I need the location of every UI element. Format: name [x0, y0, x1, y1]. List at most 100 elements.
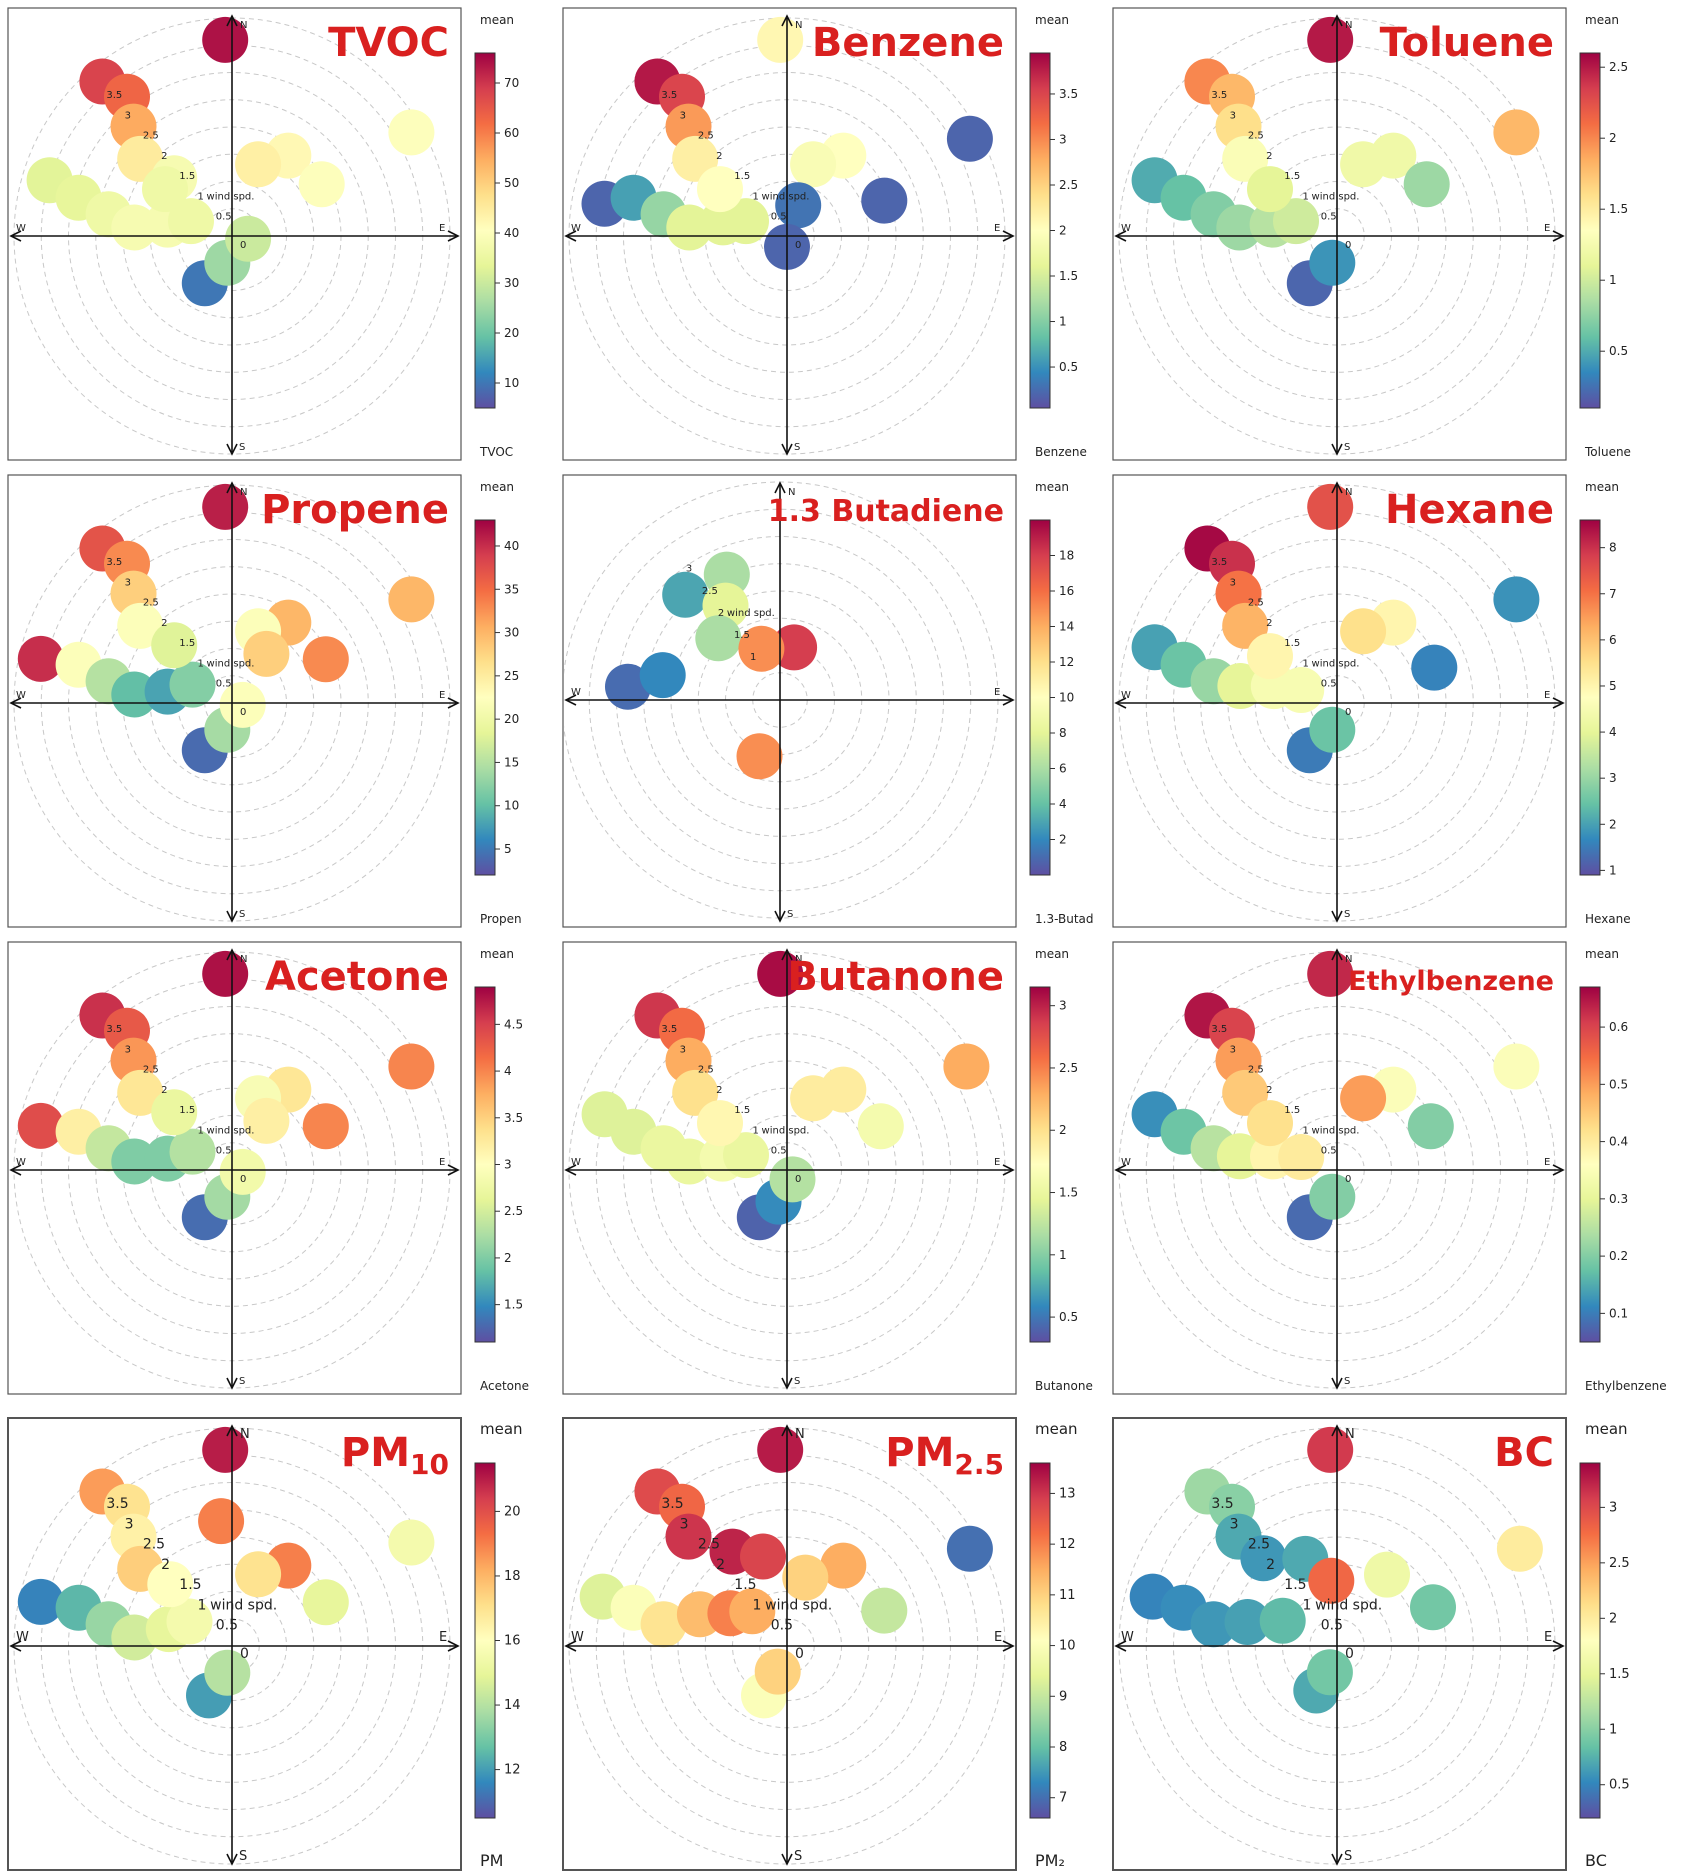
radial-tick-label: 0.5	[216, 212, 232, 223]
colorbar-tick-label: 8	[1609, 541, 1617, 555]
concentration-cell	[1247, 633, 1293, 680]
chart-title: Hexane	[1385, 487, 1554, 533]
compass-east-label: E	[994, 687, 1000, 698]
colorbar-variable-label: Propen	[480, 912, 522, 926]
east-arrowhead	[1002, 694, 1015, 706]
south-arrowhead	[226, 443, 238, 456]
radial-tick-label: 3	[125, 110, 131, 121]
concentration-cell	[1224, 1599, 1271, 1645]
north-arrowhead	[1331, 14, 1343, 27]
colorbar-tick-label: 2.5	[504, 1204, 523, 1218]
radial-tick-label: 0.5	[771, 212, 787, 223]
colorbar-tick-label: 6	[1609, 633, 1617, 647]
west-arrowhead	[1114, 697, 1127, 709]
west-arrowhead	[1114, 230, 1127, 242]
colorbar-title: mean	[1585, 480, 1619, 494]
colorbar-tick-label: 18	[1059, 549, 1074, 563]
colorbar-tick-label: 60	[504, 126, 519, 140]
compass-north-label: N	[795, 20, 802, 31]
chart-title: Toluene	[1380, 20, 1554, 66]
radial-tick-label: 2	[161, 151, 167, 162]
colorbar	[474, 986, 496, 1343]
concentration-cell	[17, 635, 64, 682]
colorbar	[1579, 52, 1601, 409]
colorbar-tick-label: 0.5	[1059, 360, 1078, 374]
colorbar-tick-label: 1.5	[1059, 1186, 1078, 1200]
west-arrowhead	[564, 1164, 577, 1176]
north-arrowhead	[226, 1424, 238, 1437]
compass-west-label: W	[1121, 1157, 1131, 1168]
concentration-cell	[147, 1561, 194, 1608]
colorbar	[1579, 1462, 1601, 1819]
concentration-cell	[640, 1601, 687, 1648]
chart-title-subscript: 10	[410, 1448, 449, 1481]
colorbar-title: mean	[1035, 947, 1069, 961]
colorbar-tick-label: 8	[1059, 1740, 1067, 1755]
north-arrowhead	[1331, 481, 1343, 494]
concentration-cell	[198, 1498, 245, 1545]
west-arrowhead	[9, 697, 22, 709]
colorbar-tick-label: 1	[1609, 863, 1617, 877]
colorbar-tick-label: 1	[1609, 273, 1617, 287]
concentration-cell	[388, 1519, 435, 1566]
concentration-cell	[243, 630, 290, 677]
radial-tick-label: 0	[1345, 1174, 1351, 1185]
compass-south-label: S	[239, 442, 245, 453]
radial-tick-label: 1.5	[179, 1577, 201, 1593]
concentration-cell	[666, 204, 713, 251]
concentration-cell	[666, 1138, 713, 1185]
radial-tick-label: 1.5	[179, 171, 195, 182]
colorbar-variable-label: 1.3-Butad	[1035, 912, 1094, 926]
concentration-cell	[17, 1578, 64, 1625]
north-arrowhead	[781, 948, 793, 961]
concentration-cell	[168, 198, 214, 245]
compass-east-label: E	[1544, 223, 1550, 234]
radial-tick-label: 0	[795, 1174, 801, 1185]
colorbar	[1029, 1462, 1051, 1819]
colorbar-tick-label: 4.5	[504, 1017, 523, 1031]
concentration-cell	[1278, 667, 1325, 713]
compass-west-label: W	[571, 223, 581, 234]
compass-north-label: N	[240, 20, 247, 31]
polar-panel: N S W E 0 0.5 1 wind spd. 1.5 22.5 33.5 Ethylbenzen…	[1112, 941, 1667, 1395]
compass-west-label: W	[16, 690, 26, 701]
colorbar-title: mean	[1585, 947, 1619, 961]
colorbar	[474, 1462, 496, 1819]
radial-tick-label: 2.5	[1248, 131, 1264, 142]
concentration-cell	[782, 1554, 829, 1601]
concentration-cell	[757, 950, 804, 997]
radial-tick-label: 1	[198, 1125, 204, 1136]
wind-speed-unit-label: wind spd.	[210, 1597, 277, 1613]
concentration-cell	[790, 1075, 837, 1122]
radial-tick-label: 0.5	[216, 679, 232, 690]
colorbar-tick-label: 50	[504, 176, 519, 190]
colorbar	[474, 52, 496, 409]
south-arrowhead	[781, 1377, 793, 1390]
east-arrowhead	[1552, 697, 1565, 709]
radial-tick-label: 0.5	[1321, 1618, 1343, 1634]
colorbar-tick-label: 0.6	[1609, 1020, 1628, 1034]
colorbar-tick-label: 25	[504, 669, 519, 683]
radial-tick-label: 0	[240, 707, 246, 718]
south-arrowhead	[1331, 1377, 1343, 1390]
colorbar	[1579, 986, 1601, 1343]
colorbar-tick-label: 14	[504, 1698, 521, 1713]
colorbar-tick-label: 1.5	[504, 1298, 523, 1312]
radial-tick-label: 1	[753, 191, 759, 202]
concentration-cell	[1247, 1100, 1293, 1147]
radial-tick-label: 1	[750, 652, 756, 663]
radial-tick-label: 3.5	[106, 90, 122, 101]
colorbar-variable-label: PM	[480, 1851, 503, 1870]
east-arrowhead	[447, 1640, 460, 1652]
concentration-cell	[302, 1103, 349, 1150]
concentration-cell	[202, 16, 249, 63]
wind-speed-unit-label: wind spd.	[1312, 658, 1360, 669]
compass-south-label: S	[1344, 1376, 1350, 1387]
radial-tick-label: 0.5	[771, 1146, 787, 1157]
west-arrowhead	[1114, 1640, 1127, 1652]
radial-tick-label: 1.5	[734, 1105, 750, 1116]
wind-speed-unit-label: wind spd.	[1312, 1125, 1360, 1136]
panel-frame	[562, 1417, 1017, 1871]
west-arrowhead	[9, 230, 22, 242]
